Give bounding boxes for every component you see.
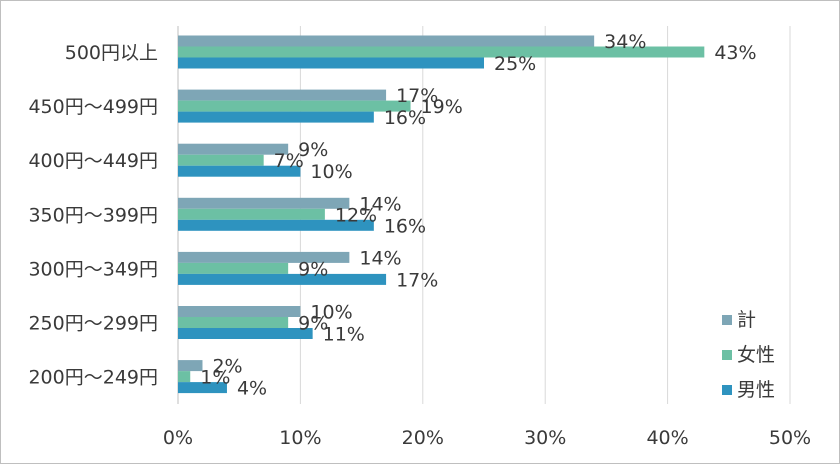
data-label: 11%: [323, 324, 365, 346]
bar-女性: [178, 317, 289, 328]
data-label: 14%: [359, 247, 401, 269]
category-label: 350円～399円: [28, 204, 158, 226]
data-label: 17%: [396, 269, 438, 291]
bar-男性: [178, 328, 313, 339]
category-label: 500円以上: [65, 42, 158, 64]
bar-女性: [178, 262, 289, 274]
bar-女性: [178, 46, 705, 58]
data-label: 9%: [298, 258, 328, 280]
legend-swatch: [722, 350, 732, 360]
category-label: 450円～499円: [28, 96, 158, 118]
data-label: 9%: [298, 139, 328, 161]
legend-label: 女性: [737, 344, 775, 366]
bar-計: [178, 360, 203, 372]
x-tick-label: 10%: [279, 427, 321, 449]
data-label: 43%: [714, 42, 756, 64]
x-tick-label: 40%: [646, 427, 688, 449]
bar-男性: [178, 165, 301, 177]
bar-男性: [178, 111, 374, 123]
data-labels: 34% 43%25%17%19%16%9%7% 10%14%12% 16%14%9% 1…: [200, 31, 756, 400]
data-label: 7%: [274, 150, 304, 172]
category-label: 200円～249円: [28, 367, 158, 389]
data-label: 19%: [421, 96, 463, 118]
data-label: 12%: [335, 204, 377, 226]
data-label: 34%: [604, 31, 646, 53]
x-tick-label: 30%: [524, 427, 566, 449]
bar-計: [178, 89, 387, 101]
legend-label: 男性: [737, 379, 775, 401]
bars: [178, 35, 705, 394]
data-label: 2%: [212, 356, 242, 378]
data-label: 10%: [310, 302, 352, 324]
category-label: 400円～449円: [28, 150, 158, 172]
category-label: 300円～349円: [28, 258, 158, 280]
data-label: 9%: [298, 313, 328, 335]
x-tick-label: 20%: [402, 427, 444, 449]
bar-男性: [178, 382, 227, 394]
data-label: 4%: [237, 378, 267, 400]
x-tick-label: 50%: [769, 427, 811, 449]
category-label: 250円～299円: [28, 313, 158, 335]
data-label: 14%: [359, 193, 401, 215]
gridlines: [177, 26, 791, 404]
bar-男性: [178, 219, 374, 231]
bar-計: [178, 306, 301, 317]
bar-女性: [178, 100, 411, 112]
x-tick-label: 0%: [163, 427, 193, 449]
bar-女性: [178, 371, 191, 383]
data-label: 1%: [200, 367, 230, 389]
data-label: 17%: [396, 85, 438, 107]
bar-計: [178, 143, 289, 155]
bar-計: [178, 35, 595, 47]
data-label: 25%: [494, 53, 536, 75]
x-tick-labels: 0% 10% 20% 30% 40% 50%: [163, 427, 811, 449]
category-labels: 500円以上 450円～499円 400円～449円 350円～399円 300円～34…: [28, 42, 158, 389]
data-label: 10%: [310, 161, 352, 183]
data-label: 16%: [384, 215, 426, 237]
bar-男性: [178, 57, 484, 69]
data-label: 16%: [384, 107, 426, 129]
legend-swatch: [722, 385, 732, 395]
bar-女性: [178, 154, 264, 166]
legend-swatch: [722, 315, 732, 325]
legend-label: 計: [737, 309, 756, 331]
bar-女性: [178, 208, 325, 220]
bar-計: [178, 197, 350, 209]
bar-男性: [178, 273, 387, 285]
bar-計: [178, 251, 350, 263]
